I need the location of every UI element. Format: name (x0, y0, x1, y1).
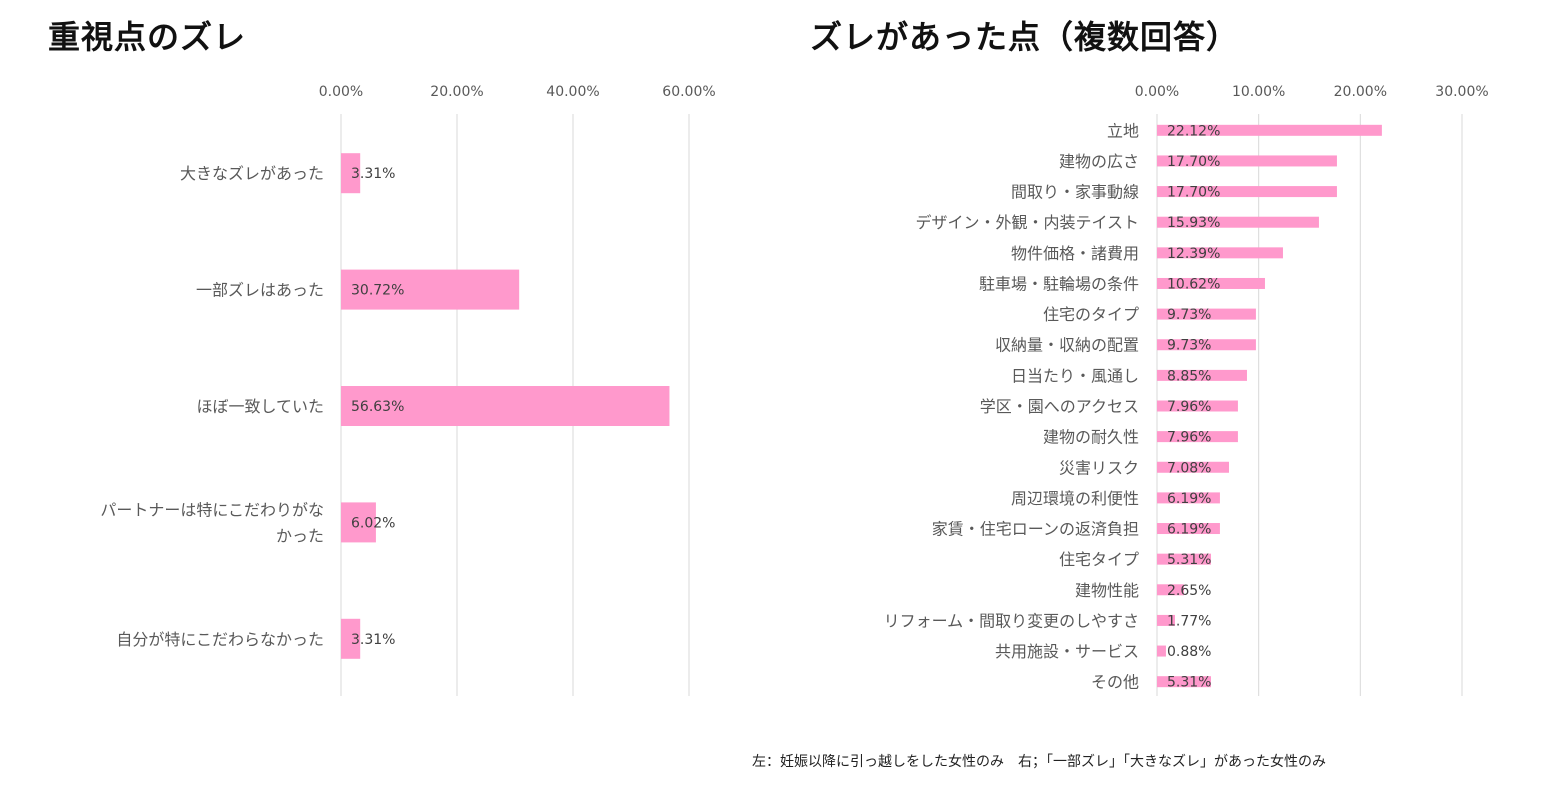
right-category-label: 共用施設・サービス (995, 642, 1139, 661)
right-category-label: 物件価格・諸費用 (1011, 244, 1139, 263)
right-category-label: 住宅のタイプ (1043, 305, 1139, 324)
right-bar (1157, 124, 1382, 136)
footnote: 左：妊娠以降に引っ越しをした女性のみ 右；「一部ズレ」「大きなズレ」があった女性… (752, 754, 1326, 770)
right-bar (1157, 400, 1238, 412)
right-data-label: 6.19% (1167, 522, 1211, 538)
right-bar (1157, 155, 1337, 167)
right-tick-label: 30.00% (1435, 84, 1488, 100)
left-data-label: 30.72% (351, 283, 404, 299)
right-chart-title: ズレがあった点（複数回答） (810, 18, 1240, 56)
right-bar (1157, 584, 1184, 596)
right-category-label: 住宅タイプ (1059, 550, 1139, 569)
right-data-label: 17.70% (1167, 185, 1220, 201)
left-bar (341, 153, 361, 194)
right-bar (1157, 523, 1220, 535)
right-category-label: デザイン・外観・内装テイスト (915, 213, 1139, 232)
right-data-label: 8.85% (1167, 368, 1211, 384)
right-data-label: 10.62% (1167, 276, 1220, 292)
right-category-label: その他 (1091, 673, 1139, 692)
left-tick-label: 20.00% (430, 84, 483, 100)
left-tick-label: 40.00% (546, 84, 599, 100)
left-data-label: 3.31% (351, 166, 395, 182)
right-data-label: 5.31% (1167, 552, 1211, 568)
right-category-label: 周辺環境の利便性 (1011, 489, 1139, 508)
right-bar (1157, 553, 1211, 565)
left-bar (341, 269, 520, 310)
right-bar (1157, 339, 1256, 351)
right-bar (1157, 614, 1175, 626)
left-category-label: 自分が特にこだわらなかった (116, 630, 324, 649)
right-category-label: 収納量・収納の配置 (995, 336, 1139, 355)
right-data-label: 22.12% (1167, 123, 1220, 139)
right-category-label: 日当たり・風通し (1011, 366, 1139, 385)
right-data-label: 2.65% (1167, 583, 1211, 599)
right-category-label: 間取り・家事動線 (1011, 183, 1139, 202)
left-category-label: パートナーは特にこだわりがな (100, 500, 324, 519)
right-data-label: 6.19% (1167, 491, 1211, 507)
right-data-label: 17.70% (1167, 154, 1220, 170)
right-bar (1157, 277, 1265, 289)
right-category-label: 家賃・住宅ローンの返済負担 (932, 520, 1139, 539)
right-category-label: 災害リスク (1059, 458, 1139, 477)
left-bar (341, 386, 670, 426)
right-data-label: 9.73% (1167, 307, 1211, 323)
right-tick-label: 0.00% (1135, 84, 1179, 100)
right-data-label: 12.39% (1167, 246, 1220, 262)
left-category-label: 一部ズレはあった (196, 281, 324, 300)
right-data-label: 9.73% (1167, 338, 1211, 354)
right-bar (1157, 676, 1211, 688)
left-category-label: 大きなズレがあった (180, 164, 324, 183)
left-category-label: かった (276, 526, 324, 545)
right-bar (1157, 247, 1283, 259)
right-data-label: 1.77% (1167, 613, 1211, 629)
right-data-label: 5.31% (1167, 675, 1211, 691)
right-category-label: 学区・園へのアクセス (980, 397, 1139, 416)
right-data-label: 7.08% (1167, 460, 1211, 476)
right-bar (1157, 461, 1229, 473)
right-category-label: 建物の広さ (1059, 152, 1139, 171)
right-bar (1157, 431, 1238, 443)
right-category-label: 建物の耐久性 (1043, 428, 1139, 447)
right-category-label: 駐車場・駐輪場の条件 (979, 274, 1139, 293)
left-data-label: 6.02% (351, 515, 395, 531)
left-tick-label: 60.00% (662, 84, 715, 100)
right-category-label: 建物性能 (1075, 581, 1139, 600)
right-bar (1157, 645, 1166, 657)
right-data-label: 15.93% (1167, 215, 1220, 231)
left-bar (341, 618, 361, 659)
right-category-label: リフォーム・間取り変更のしやすさ (884, 611, 1139, 630)
right-data-label: 7.96% (1167, 399, 1211, 415)
right-data-label: 7.96% (1167, 430, 1211, 446)
left-bar (341, 502, 376, 543)
right-category-label: 立地 (1107, 121, 1139, 140)
right-bar (1157, 216, 1319, 228)
right-bar (1157, 308, 1256, 320)
left-data-label: 56.63% (351, 399, 404, 415)
left-tick-label: 0.00% (319, 84, 363, 100)
right-tick-label: 10.00% (1232, 84, 1285, 100)
right-bar (1157, 186, 1337, 198)
left-category-label: ほぼ一致していた (196, 397, 324, 416)
right-bar (1157, 369, 1247, 381)
left-chart-title: 重視点のズレ (48, 18, 247, 56)
right-tick-label: 20.00% (1334, 84, 1387, 100)
right-data-label: 0.88% (1167, 644, 1211, 660)
right-bar (1157, 492, 1220, 504)
left-data-label: 3.31% (351, 632, 395, 648)
